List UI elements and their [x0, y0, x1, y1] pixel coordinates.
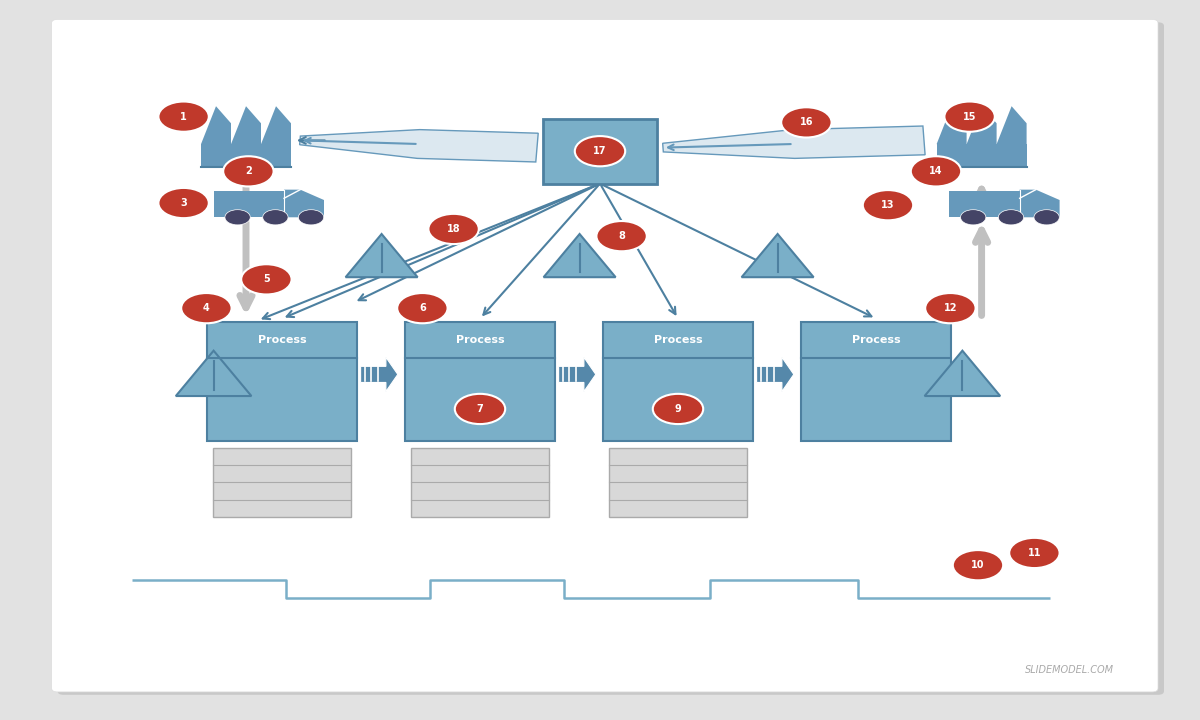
- Text: SLIDEMODEL.COM: SLIDEMODEL.COM: [1025, 665, 1114, 675]
- Text: 16: 16: [799, 117, 814, 127]
- Text: 14: 14: [929, 166, 943, 176]
- Text: Process: Process: [654, 335, 702, 345]
- FancyBboxPatch shape: [58, 22, 1164, 695]
- Text: 18: 18: [446, 224, 461, 234]
- Polygon shape: [1020, 189, 1060, 217]
- Text: Process: Process: [258, 335, 306, 345]
- Bar: [406, 323, 554, 441]
- Text: 9: 9: [674, 404, 682, 414]
- Circle shape: [863, 190, 913, 220]
- Polygon shape: [300, 130, 539, 162]
- Bar: [802, 323, 952, 441]
- Circle shape: [181, 293, 232, 323]
- Text: 5: 5: [263, 274, 270, 284]
- Polygon shape: [662, 126, 925, 158]
- Circle shape: [1009, 538, 1060, 568]
- Polygon shape: [230, 106, 260, 144]
- Text: 10: 10: [971, 560, 985, 570]
- Text: 2: 2: [245, 166, 252, 176]
- Bar: [949, 192, 1020, 217]
- Circle shape: [224, 210, 251, 225]
- Circle shape: [960, 210, 986, 225]
- Circle shape: [944, 102, 995, 132]
- Bar: [412, 448, 550, 516]
- Text: 6: 6: [419, 303, 426, 313]
- Bar: [214, 448, 352, 516]
- Text: 8: 8: [618, 231, 625, 241]
- Bar: [214, 192, 284, 217]
- Polygon shape: [175, 351, 252, 396]
- Text: Process: Process: [456, 335, 504, 345]
- Polygon shape: [360, 357, 398, 392]
- Circle shape: [158, 102, 209, 132]
- Polygon shape: [260, 106, 290, 144]
- Circle shape: [455, 394, 505, 424]
- Bar: [200, 144, 292, 167]
- Polygon shape: [544, 234, 616, 277]
- Circle shape: [998, 210, 1024, 225]
- FancyBboxPatch shape: [52, 19, 1158, 692]
- Bar: [542, 119, 658, 184]
- Text: 15: 15: [962, 112, 977, 122]
- Text: 3: 3: [180, 198, 187, 208]
- Circle shape: [925, 293, 976, 323]
- Circle shape: [953, 550, 1003, 580]
- Polygon shape: [967, 106, 997, 144]
- Text: 12: 12: [943, 303, 958, 313]
- Text: 11: 11: [1027, 548, 1042, 558]
- Text: 7: 7: [476, 404, 484, 414]
- Polygon shape: [756, 357, 794, 392]
- Text: Process: Process: [852, 335, 900, 345]
- Polygon shape: [925, 351, 1001, 396]
- Polygon shape: [742, 234, 814, 277]
- Circle shape: [575, 136, 625, 166]
- Circle shape: [911, 156, 961, 186]
- Polygon shape: [284, 189, 324, 217]
- Polygon shape: [997, 106, 1027, 144]
- Bar: [206, 323, 358, 441]
- Circle shape: [397, 293, 448, 323]
- Polygon shape: [559, 357, 595, 392]
- Circle shape: [241, 264, 292, 294]
- Circle shape: [596, 221, 647, 251]
- Text: 17: 17: [593, 146, 607, 156]
- Circle shape: [223, 156, 274, 186]
- Polygon shape: [346, 234, 418, 277]
- Circle shape: [428, 214, 479, 244]
- Bar: [602, 323, 754, 441]
- Circle shape: [299, 210, 324, 225]
- Circle shape: [158, 188, 209, 218]
- Circle shape: [653, 394, 703, 424]
- Text: 1: 1: [180, 112, 187, 122]
- Circle shape: [781, 107, 832, 138]
- Bar: [608, 448, 746, 516]
- Circle shape: [263, 210, 288, 225]
- Text: 4: 4: [203, 303, 210, 313]
- Polygon shape: [936, 106, 967, 144]
- Circle shape: [1034, 210, 1060, 225]
- Text: 13: 13: [881, 200, 895, 210]
- Polygon shape: [200, 106, 230, 144]
- Bar: [936, 144, 1026, 167]
